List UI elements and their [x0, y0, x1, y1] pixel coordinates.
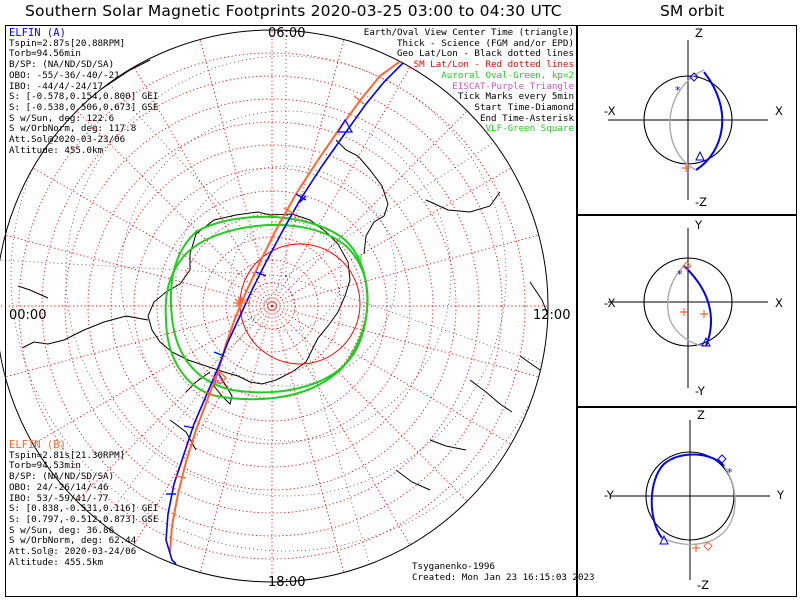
legend-item: Geo Lat/Lon - Black dotted lines: [396, 48, 574, 60]
eiscat-purple-triangle: [212, 372, 224, 384]
orbit2-top-label: Y: [695, 218, 703, 232]
auroral-oval: [164, 215, 369, 401]
elfin-a-line: S: [-0.538,0.506,0.673] GSE: [9, 101, 159, 113]
elfin-a-line: Altitude: 455.0km: [9, 144, 104, 156]
page-title: Southern Solar Magnetic Footprints 2020-…: [25, 2, 562, 20]
elfin-a-track: [165, 61, 405, 565]
orbit-panel-yz: *: [610, 420, 770, 580]
orbit3-left-label: -Y: [604, 488, 614, 502]
elfin-a-line: S w/Sun, deg: 122.6: [9, 112, 115, 124]
svg-text:*: *: [677, 268, 683, 281]
orbit3-bottom-label: -Z: [697, 578, 710, 592]
elfin-b-info: ELFIN (B) Tspin=2.81s[21.30RPM] Torb=94.…: [9, 440, 158, 568]
elfin-a-tick-marks: [166, 193, 307, 495]
elfin-b-line: B/SP: (NA/ND/SD/SA): [9, 471, 115, 483]
map-boundary-circle: [0, 29, 549, 583]
elfin-b-line: Torb=94.53min: [9, 460, 81, 472]
model-credit: Tsyganenko-1996: [412, 561, 495, 572]
elfin-a-label: ELFIN (A): [9, 27, 66, 39]
orbit-title: SM orbit: [660, 2, 725, 20]
svg-text:*: *: [727, 466, 733, 479]
legend-item: Start Time-Diamond: [474, 101, 574, 113]
sm-grid: [0, 30, 548, 582]
elfin-b-label: ELFIN (B): [9, 439, 66, 451]
elfin-b-line: S w/Sun, deg: 36.86: [9, 524, 115, 536]
svg-text:*: *: [675, 84, 681, 97]
geo-grid: [0, 30, 548, 582]
elfin-b-line: S: [0.838,-0.531,0.116] GEI: [9, 503, 159, 515]
orbit-panel-frame-1: [577, 25, 797, 215]
elfin-b-line: OBO: 24/-26/14/-46: [9, 481, 109, 493]
elfin-b-line: Altitude: 455.5km: [9, 556, 104, 568]
elfin-b-line: Tspin=2.81s[21.30RPM]: [9, 449, 126, 461]
orbit3-top-label: Z: [697, 408, 705, 422]
orbit1-right-label: X: [775, 104, 783, 118]
orbit1-left-label: -X: [604, 104, 616, 118]
elfin-a-line: S w/OrbNorm, deg: 117.8: [9, 123, 137, 135]
orbit-panel-frame-2: [577, 215, 797, 407]
legend-item: Auroral Oval-Green, kp=2: [441, 69, 574, 81]
orbit3-right-label: Y: [777, 488, 785, 502]
tick-label-bottom: 18:00: [268, 575, 306, 590]
elfin-b-line: S: [0.797,-0.512,0.873] GSE: [9, 513, 159, 525]
elfin-a-line: B/SP: (NA/ND/SD/SA): [9, 59, 115, 71]
start-time-diamond: [213, 371, 227, 385]
elfin-a-line: S: [-0.578,0.154,0.800] GEI: [9, 91, 159, 103]
orbit2-bottom-label: -Y: [695, 384, 705, 398]
tick-label-left: 00:00: [9, 308, 47, 323]
elfin-a-line: OBO: -55/-36/-40/-21: [9, 69, 120, 81]
orbit2-left-label: -X: [604, 296, 616, 310]
elfin-b-tick-marks: [175, 95, 365, 479]
legend-item: EISCAT-Purple Triangle: [452, 80, 574, 92]
elfin-b-line: S w/OrbNorm, deg: 62.44: [9, 535, 137, 547]
map-frame: [5, 25, 577, 597]
elfin-b-line: Att.Sol@: 2020-03-24/06: [9, 546, 137, 558]
orbit-panel-frame-3: [577, 407, 797, 597]
elfin-a-info: ELFIN (A) Tspin=2.87s[20.88RPM] Torb=94.…: [9, 28, 158, 156]
orbit-panel-xy: *: [608, 228, 768, 388]
created-timestamp: Created: Mon Jan 23 16:15:03 2023: [412, 571, 595, 583]
elfin-a-line: Tspin=2.87s[20.88RPM]: [9, 37, 126, 49]
orbit2-right-label: X: [775, 296, 783, 310]
vlf-green-square: [356, 255, 362, 261]
legend-item: SM Lat/Lon - Red dotted lines: [413, 59, 574, 71]
elfin-a-line: Torb=94.56min: [9, 48, 81, 60]
elfin-b-line: IBO: 53/-59/41/-77: [9, 492, 109, 504]
end-time-asterisk: [233, 297, 245, 309]
orbit-panel-xz: *: [608, 40, 768, 200]
legend-item: Tick Marks every 5min: [457, 91, 574, 103]
footer: Tsyganenko-1996 Created: Mon Jan 23 16:1…: [412, 561, 595, 583]
center-time-triangle: [336, 118, 354, 133]
orbit1-top-label: Z: [695, 26, 703, 40]
legend-item: Earth/Oval View Center Time (triangle): [363, 27, 574, 38]
tick-label-right: 12:00: [533, 308, 571, 323]
tick-label-top: 06:00: [268, 26, 306, 41]
legend: Earth/Oval View Center Time (triangle) T…: [363, 27, 574, 135]
orbit1-bottom-label: -Z: [695, 195, 708, 209]
legend-item: End Time-Asterisk: [479, 112, 574, 124]
elfin-a-line: Att.Sol@2020-03-23/06: [9, 134, 126, 146]
legend-item: VLF-Green Square: [485, 123, 574, 135]
elfin-a-line: IBO: -44/4/-24/17: [9, 80, 104, 92]
legend-item: Thick - Science (FGM and/or EPD): [396, 37, 574, 49]
